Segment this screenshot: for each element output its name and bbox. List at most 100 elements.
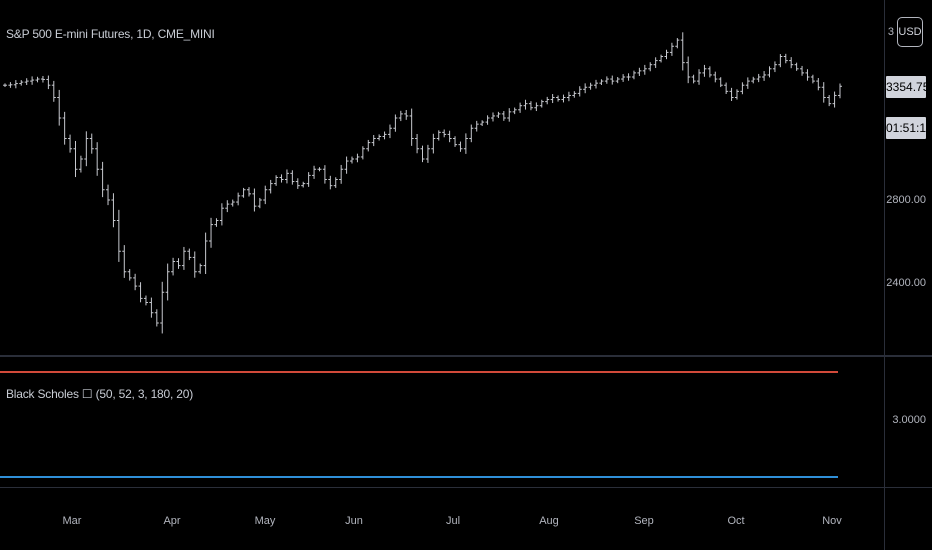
ohlc-bar bbox=[512, 107, 517, 115]
ohlc-bar bbox=[219, 203, 224, 226]
ohlc-bar bbox=[89, 133, 94, 154]
ohlc-bar bbox=[214, 218, 219, 227]
ohlc-bar bbox=[648, 62, 653, 72]
ohlc-bar bbox=[404, 110, 409, 120]
ohlc-bar bbox=[588, 82, 593, 90]
symbol-legend[interactable]: S&P 500 E-mini Futures, 1D, CME_MINI bbox=[6, 27, 215, 41]
ohlc-bar bbox=[198, 263, 203, 274]
ohlc-bar bbox=[447, 130, 452, 143]
ohlc-bar bbox=[697, 69, 702, 85]
ohlc-bar bbox=[230, 199, 235, 207]
ohlc-bar bbox=[111, 193, 116, 228]
ohlc-bar bbox=[301, 181, 306, 188]
pane-separator[interactable] bbox=[0, 355, 932, 357]
time-label-nov: Nov bbox=[822, 515, 842, 527]
ohlc-bar bbox=[507, 108, 512, 122]
ohlc-bar bbox=[631, 70, 636, 80]
ohlc-bar bbox=[257, 197, 262, 209]
ohlc-bar bbox=[599, 79, 604, 85]
ohlc-bar bbox=[664, 49, 669, 60]
ohlc-bar bbox=[3, 83, 7, 88]
ohlc-bar bbox=[556, 95, 561, 102]
ohlc-bar bbox=[572, 91, 577, 98]
ohlc-bar bbox=[501, 111, 506, 121]
ohlc-bar bbox=[480, 120, 485, 126]
ohlc-bar bbox=[539, 99, 544, 108]
ohlc-bar bbox=[838, 83, 842, 99]
ohlc-bar bbox=[35, 76, 40, 83]
ohlc-bar bbox=[46, 75, 51, 90]
ohlc-bar bbox=[642, 64, 647, 75]
time-label-aug: Aug bbox=[539, 515, 559, 527]
ohlc-bar bbox=[810, 74, 815, 84]
ohlc-bar bbox=[106, 184, 111, 206]
price-pane[interactable]: S&P 500 E-mini Futures, 1D, CME_MINI bbox=[0, 0, 884, 355]
ohlc-bar bbox=[398, 110, 403, 122]
ohlc-bar bbox=[13, 80, 18, 89]
currency-button[interactable]: USD bbox=[897, 17, 923, 47]
ohlc-bar bbox=[116, 209, 121, 262]
price-level-label: 2400.00 bbox=[886, 277, 926, 289]
ohlc-bar bbox=[30, 76, 35, 85]
ohlc-bar bbox=[772, 61, 777, 73]
ohlc-bar bbox=[550, 94, 555, 104]
ohlc-bar bbox=[415, 133, 420, 154]
ohlc-bar bbox=[724, 82, 729, 95]
ohlc-bar bbox=[171, 257, 176, 276]
ohlc-bar bbox=[561, 94, 566, 103]
ohlc-bar bbox=[680, 32, 685, 71]
price-chart[interactable] bbox=[0, 0, 884, 355]
ohlc-bar bbox=[241, 187, 246, 198]
ohlc-bar bbox=[360, 146, 365, 160]
ohlc-bar bbox=[143, 295, 148, 306]
ohlc-bar bbox=[490, 112, 495, 122]
ohlc-bar bbox=[734, 89, 739, 100]
ohlc-bar bbox=[209, 217, 214, 248]
ohlc-bar bbox=[187, 248, 192, 261]
ohlc-bar bbox=[669, 42, 674, 56]
ohlc-bar bbox=[762, 71, 767, 81]
ohlc-bar bbox=[691, 74, 696, 84]
ohlc-bar bbox=[675, 38, 680, 49]
ohlc-bar bbox=[686, 56, 691, 84]
price-axis-separator bbox=[884, 0, 885, 550]
ohlc-bar bbox=[322, 165, 327, 184]
ohlc-bar bbox=[176, 258, 181, 269]
indicator-legend[interactable]: Black Scholes ☐ (50, 52, 3, 180, 20) bbox=[6, 387, 193, 401]
ohlc-bar bbox=[274, 175, 279, 186]
ohlc-bar bbox=[268, 179, 273, 194]
ohlc-bar bbox=[409, 108, 414, 146]
ohlc-bar bbox=[615, 77, 620, 84]
ohlc-bar bbox=[154, 309, 159, 327]
ohlc-bar bbox=[284, 169, 289, 184]
ohlc-bar bbox=[339, 164, 344, 184]
price-level-label: 2800.00 bbox=[886, 194, 926, 206]
ohlc-bar bbox=[523, 99, 528, 110]
ohlc-bar bbox=[138, 282, 143, 303]
ohlc-bar bbox=[756, 73, 761, 83]
ohlc-bar bbox=[371, 135, 376, 147]
ohlc-bar bbox=[626, 73, 631, 81]
ohlc-bar bbox=[279, 174, 284, 183]
ohlc-bar bbox=[290, 170, 295, 185]
ohlc-bar bbox=[778, 54, 783, 68]
ohlc-bar bbox=[805, 69, 810, 81]
ohlc-bar bbox=[366, 139, 371, 152]
ohlc-bar bbox=[333, 177, 338, 188]
ohlc-bar bbox=[8, 82, 13, 88]
time-label-oct: Oct bbox=[727, 515, 745, 527]
ohlc-bar bbox=[442, 129, 447, 138]
ohlc-bar bbox=[192, 251, 197, 278]
indicator-pane[interactable]: Black Scholes ☐ (50, 52, 3, 180, 20) bbox=[0, 357, 884, 487]
upper-band-line bbox=[0, 371, 838, 373]
ohlc-bar bbox=[637, 67, 642, 76]
ohlc-bar bbox=[19, 80, 24, 86]
ohlc-bar bbox=[566, 91, 571, 102]
ohlc-bar bbox=[420, 145, 425, 163]
ohlc-bar bbox=[312, 165, 317, 179]
ohlc-bar bbox=[252, 188, 257, 212]
ohlc-bar bbox=[821, 82, 826, 103]
ohlc-bar bbox=[463, 133, 468, 154]
ohlc-bar bbox=[328, 175, 333, 190]
ohlc-bar bbox=[528, 101, 533, 111]
